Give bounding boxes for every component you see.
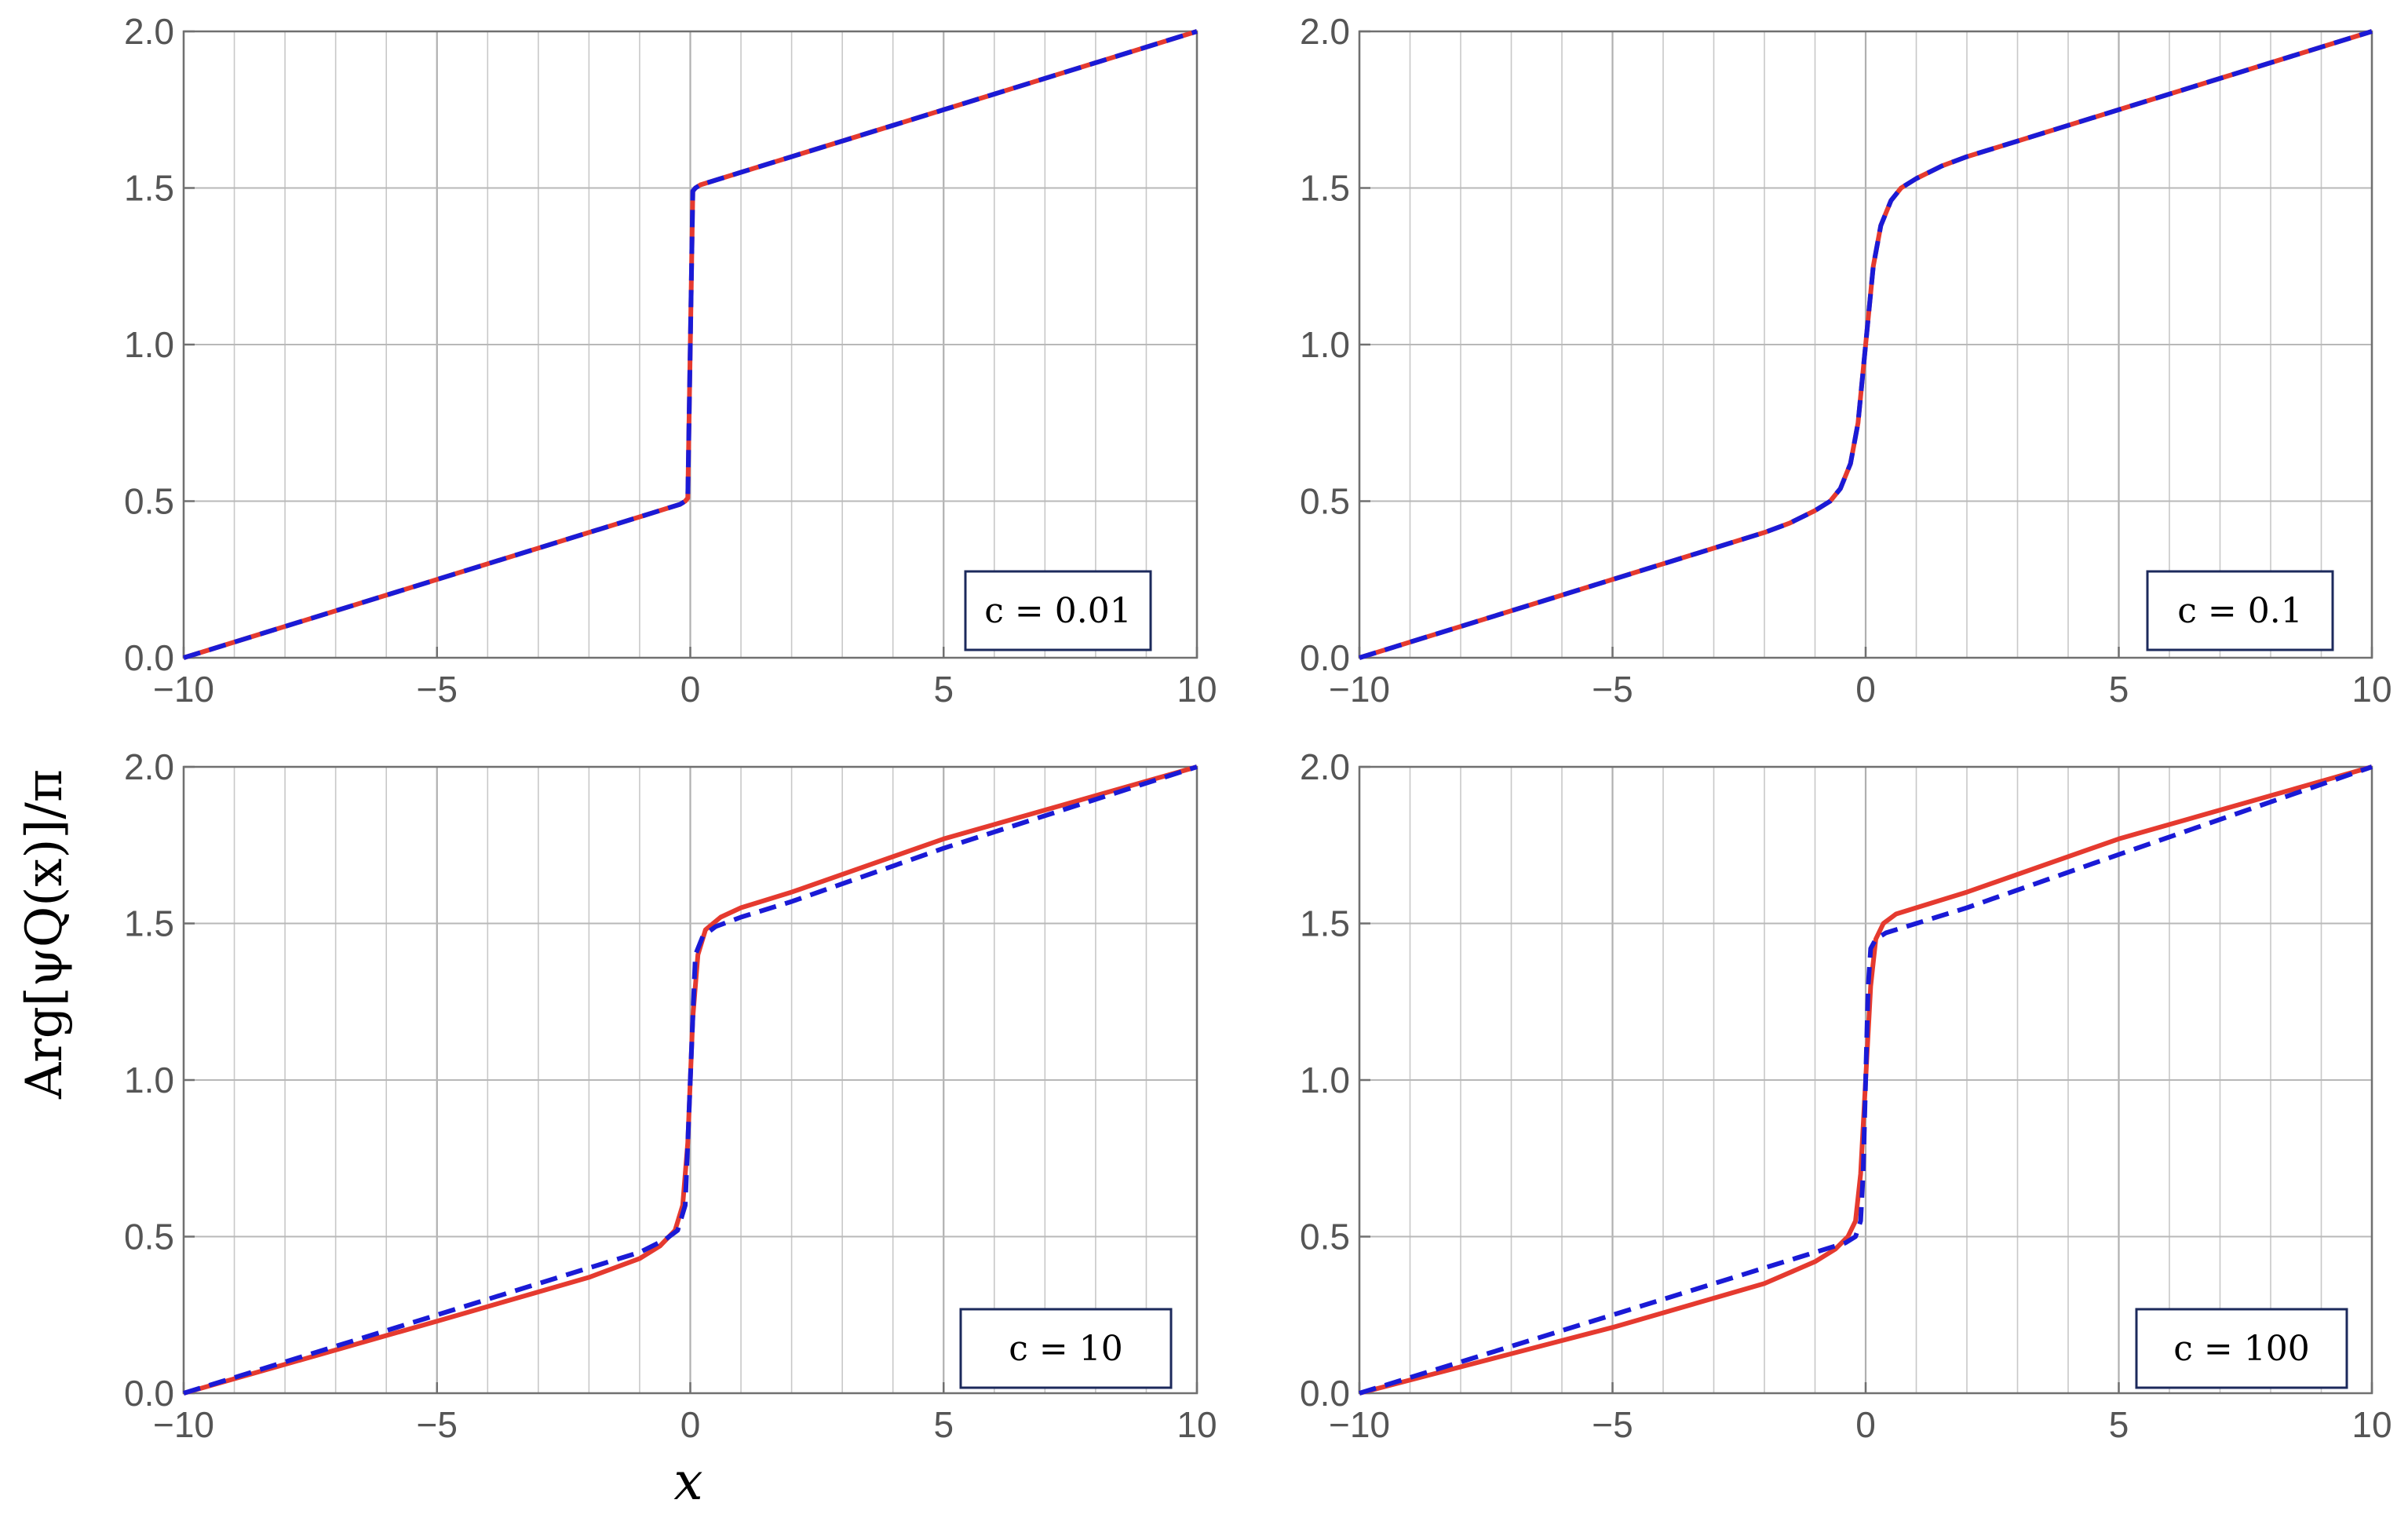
y-tick-label: 1.5 <box>1300 903 1350 944</box>
x-tick-label: −5 <box>417 669 458 710</box>
y-axis-title: Arg[ψQ(x)]/π <box>16 769 74 1100</box>
y-tick-label: 0.0 <box>124 637 174 678</box>
legend-box <box>959 1308 1173 1389</box>
x-tick-label: 5 <box>933 669 954 710</box>
x-tick-label: 5 <box>933 1404 954 1445</box>
y-tick-label: 1.0 <box>124 324 174 365</box>
x-tick-label: −5 <box>417 1404 458 1445</box>
y-tick-label: 0.0 <box>1300 1373 1350 1414</box>
y-tick-label: 1.0 <box>1300 1060 1350 1100</box>
x-tick-label: 10 <box>1177 1404 1217 1445</box>
x-tick-label: 0 <box>680 1404 701 1445</box>
legend-box <box>964 570 1152 651</box>
y-tick-label: 1.5 <box>1300 168 1350 209</box>
x-tick-label: 10 <box>2351 1404 2392 1445</box>
legend-label: c = 0.1 <box>2177 591 2302 631</box>
legend-box <box>2135 1308 2348 1389</box>
y-tick-label: 0.5 <box>1300 481 1350 522</box>
x-tick-label: −10 <box>1329 1404 1390 1445</box>
legend-label: c = 100 <box>2173 1329 2309 1369</box>
y-tick-label: 1.5 <box>124 168 174 209</box>
x-tick-label: 10 <box>1177 669 1217 710</box>
chart-panels: −10 −5 0 5 10 0.0 0.5 1.0 1.5 2.0 c = 0.01 −10 −5 0 5 1… <box>124 11 2392 1445</box>
chart-panel-1: −10 −5 0 5 10 0.0 0.5 1.0 1.5 2.0 c = 0.01 <box>124 11 1217 710</box>
y-tick-label: 1.0 <box>124 1060 174 1100</box>
y-tick-label: 0.5 <box>1300 1217 1350 1257</box>
chart-panel-3: −10 −5 0 5 10 0.0 0.5 1.0 1.5 2.0 c = 10 <box>124 746 1217 1445</box>
x-tick-label: 5 <box>2109 669 2129 710</box>
x-tick-label: −10 <box>153 1404 214 1445</box>
legend-label: c = 0.01 <box>984 591 1131 631</box>
x-tick-label: −10 <box>153 669 214 710</box>
x-tick-label: 5 <box>2109 1404 2129 1445</box>
series-line-2 <box>1359 764 2373 1396</box>
x-tick-label: 0 <box>680 669 701 710</box>
series-line-2 <box>183 764 1198 1396</box>
chart-panel-2: −10 −5 0 5 10 0.0 0.5 1.0 1.5 2.0 c = 0.1 <box>1300 11 2392 710</box>
x-tick-label: −5 <box>1592 669 1633 710</box>
y-tick-label: 0.0 <box>124 1373 174 1414</box>
y-tick-label: 0.5 <box>124 481 174 522</box>
y-tick-label: 1.5 <box>124 903 174 944</box>
chart-panel-4: −10 −5 0 5 10 0.0 0.5 1.0 1.5 2.0 c = 100 <box>1300 746 2392 1445</box>
y-tick-label: 2.0 <box>124 746 174 787</box>
y-tick-label: 2.0 <box>1300 746 1350 787</box>
y-tick-label: 2.0 <box>124 11 174 52</box>
y-tick-label: 0.0 <box>1300 637 1350 678</box>
legend-box <box>2146 570 2334 651</box>
y-tick-label: 1.0 <box>1300 324 1350 365</box>
y-tick-label: 2.0 <box>1300 11 1350 52</box>
x-tick-label: 0 <box>1855 669 1876 710</box>
series-line-2 <box>183 29 1198 660</box>
y-tick-label: 0.5 <box>124 1217 174 1257</box>
legend-label: c = 10 <box>1009 1329 1122 1369</box>
x-tick-label: −10 <box>1329 669 1390 710</box>
series-line-2 <box>1359 29 2373 660</box>
x-tick-label: −5 <box>1592 1404 1633 1445</box>
x-tick-label: 0 <box>1855 1404 1876 1445</box>
x-tick-label: 10 <box>2351 669 2392 710</box>
x-axis-title: x <box>673 1451 702 1512</box>
